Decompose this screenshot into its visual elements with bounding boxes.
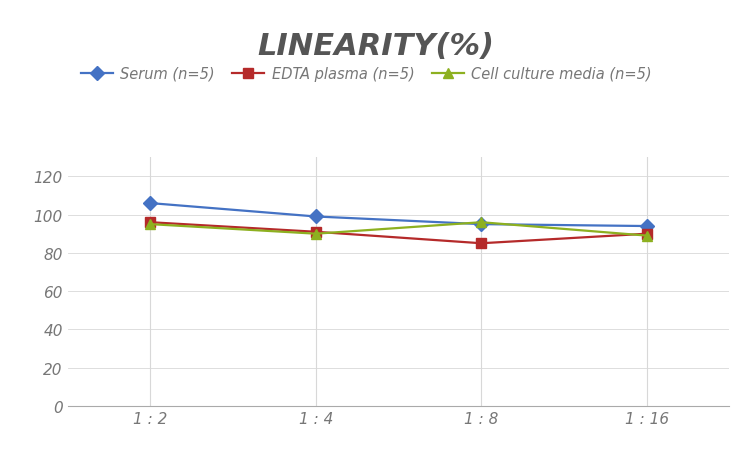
EDTA plasma (n=5) (311, 230, 320, 235)
Line: Serum (n=5): Serum (n=5) (146, 199, 651, 231)
Serum (n=5) (146, 201, 155, 207)
Serum (n=5) (311, 214, 320, 220)
Cell culture media (n=5) (146, 222, 155, 227)
Serum (n=5) (642, 224, 651, 229)
Cell culture media (n=5) (642, 233, 651, 239)
EDTA plasma (n=5) (477, 241, 486, 246)
Serum (n=5) (477, 222, 486, 227)
EDTA plasma (n=5) (642, 231, 651, 237)
EDTA plasma (n=5) (146, 220, 155, 226)
Cell culture media (n=5) (477, 220, 486, 226)
Cell culture media (n=5) (311, 231, 320, 237)
Line: Cell culture media (n=5): Cell culture media (n=5) (146, 218, 651, 241)
Text: LINEARITY(%): LINEARITY(%) (257, 32, 495, 60)
Legend: Serum (n=5), EDTA plasma (n=5), Cell culture media (n=5): Serum (n=5), EDTA plasma (n=5), Cell cul… (75, 61, 658, 87)
Line: EDTA plasma (n=5): EDTA plasma (n=5) (146, 218, 651, 249)
